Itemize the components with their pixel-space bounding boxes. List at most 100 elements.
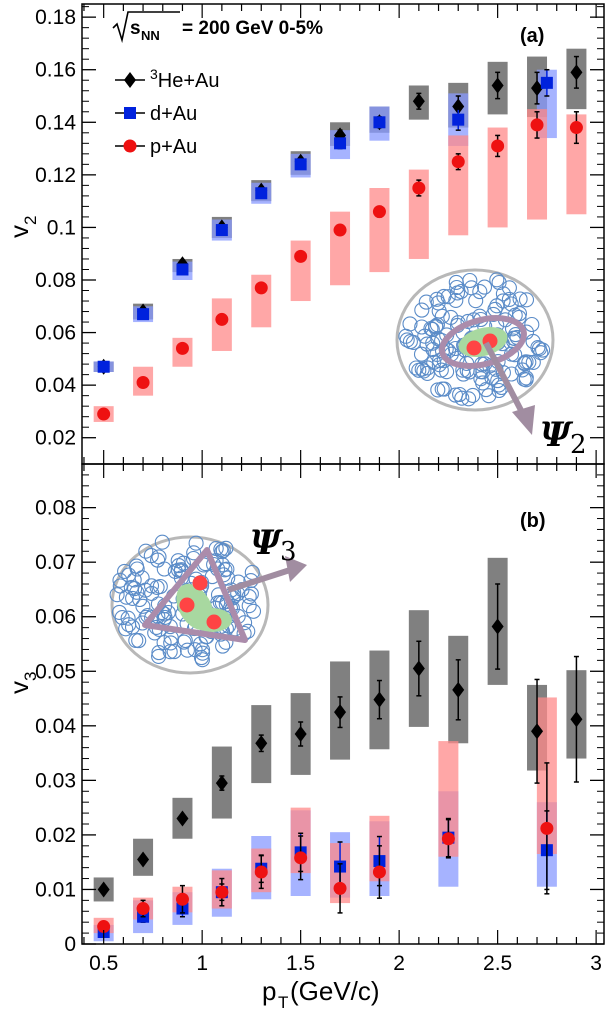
nucleon — [487, 301, 503, 317]
nucleon — [114, 610, 130, 626]
p-sys-band — [527, 109, 548, 220]
y-axis: 0 0.01 0.02 0.03 0.04 0.05 0.06 0.07 0.08 — [35, 463, 604, 956]
nucleon — [218, 540, 234, 556]
y-tick-label: 0.1 — [47, 216, 76, 239]
x-tick-label: 3 — [590, 952, 602, 975]
nucleon — [170, 553, 186, 569]
nucleon — [447, 387, 464, 403]
y-tick-label: 0.02 — [35, 824, 76, 847]
he3-point — [531, 723, 544, 740]
legend-text: He+Au — [158, 70, 220, 92]
he3-point — [570, 64, 583, 81]
nucleon — [475, 375, 491, 391]
nucleon — [188, 535, 204, 551]
p-point — [569, 121, 583, 135]
p-point — [412, 181, 426, 195]
p-sys-band — [330, 211, 351, 286]
nucleon — [163, 635, 179, 651]
y-tick-label: 0 — [64, 933, 76, 956]
y-tick-label: 0.08 — [35, 269, 76, 292]
nucleon — [126, 572, 142, 588]
nucleon — [419, 336, 435, 352]
nucleon — [399, 332, 415, 348]
nucleon — [501, 280, 517, 296]
nucleon — [463, 280, 480, 296]
energy-rest: = 200 GeV 0-5% — [182, 18, 323, 39]
panel-v2: 0.02 0.04 0.06 0.08 0.1 0.12 0.14 0.16 0.18 (a) — [35, 3, 605, 465]
nucleon — [491, 382, 507, 399]
p-point — [136, 376, 150, 390]
nucleon — [241, 598, 257, 614]
p-sys-band — [487, 127, 508, 228]
nucleon — [525, 333, 541, 349]
he3-point — [137, 851, 150, 868]
nucleon — [414, 319, 430, 335]
nucleon — [154, 534, 170, 550]
p-point — [530, 118, 544, 132]
x-axis-title: p T (GeV/c) — [262, 976, 380, 1012]
p-sys-band — [566, 114, 587, 215]
nucleon — [429, 291, 445, 307]
panel-v3: 0 0.01 0.02 0.03 0.04 0.05 0.06 0.07 0.08 0.5 1 1.5… — [35, 463, 605, 975]
nucleon — [495, 293, 511, 309]
d-point — [215, 224, 228, 237]
nucleon — [411, 362, 427, 378]
d-point — [452, 113, 465, 126]
nucleon — [193, 650, 210, 666]
nucleon — [134, 570, 150, 586]
he3-point — [452, 681, 465, 698]
y-axis: 0.02 0.04 0.06 0.08 0.1 0.12 0.14 0.16 0.18 — [35, 6, 604, 450]
nucleon-hit — [179, 597, 195, 613]
nucleon — [109, 587, 125, 603]
legend: 3He+Au d+Au p+Au — [115, 66, 220, 158]
nucleon — [472, 284, 488, 300]
x-axis-title-unit: (GeV/c) — [290, 976, 380, 1006]
p-point — [372, 865, 386, 879]
psi2-label: Ψ — [540, 415, 574, 455]
d-point — [373, 116, 386, 129]
illustration-psi3: Ψ 3 — [109, 523, 307, 675]
p-point — [451, 155, 465, 169]
y-axis-title-a: v 2 — [4, 216, 40, 238]
nucleon — [135, 598, 151, 614]
nucleon — [417, 328, 433, 344]
nucleon — [194, 652, 210, 668]
nucleon — [129, 561, 145, 577]
p-point — [136, 902, 150, 916]
nucleon — [186, 545, 202, 561]
data-points — [97, 583, 583, 938]
x-tick-label: 1 — [196, 952, 208, 975]
nucleon — [160, 604, 176, 621]
nucleon — [408, 360, 424, 376]
nucleon — [131, 633, 147, 649]
nucleon — [416, 363, 432, 379]
nucleon-hit — [192, 575, 208, 591]
nucleon — [440, 289, 456, 305]
p-sys-band — [369, 188, 390, 273]
he3-point — [255, 735, 268, 752]
p-point — [491, 139, 505, 153]
p-point — [333, 881, 347, 895]
nucleon — [414, 302, 430, 318]
nucleon — [439, 364, 455, 380]
nucleon — [524, 316, 540, 333]
illustration-psi2: Ψ 2 — [395, 268, 587, 460]
nucleon — [481, 388, 497, 404]
y-tick-label: 0.12 — [35, 164, 76, 187]
he3-point — [97, 881, 110, 898]
nucleon — [511, 306, 528, 322]
sqrt-symbol — [112, 11, 180, 44]
nucleon — [436, 288, 452, 304]
p-point — [294, 851, 308, 865]
nucleus-outline — [395, 268, 555, 412]
d-point — [334, 137, 347, 150]
y-axis-title-v: v — [4, 681, 34, 694]
nucleon — [138, 543, 154, 559]
psi2-arrow-head — [512, 405, 535, 435]
nucleon — [516, 355, 533, 371]
nucleon — [468, 293, 484, 309]
nucleon — [503, 296, 519, 312]
nucleon — [125, 590, 141, 606]
d-point — [294, 158, 307, 171]
nucleon — [518, 354, 534, 370]
